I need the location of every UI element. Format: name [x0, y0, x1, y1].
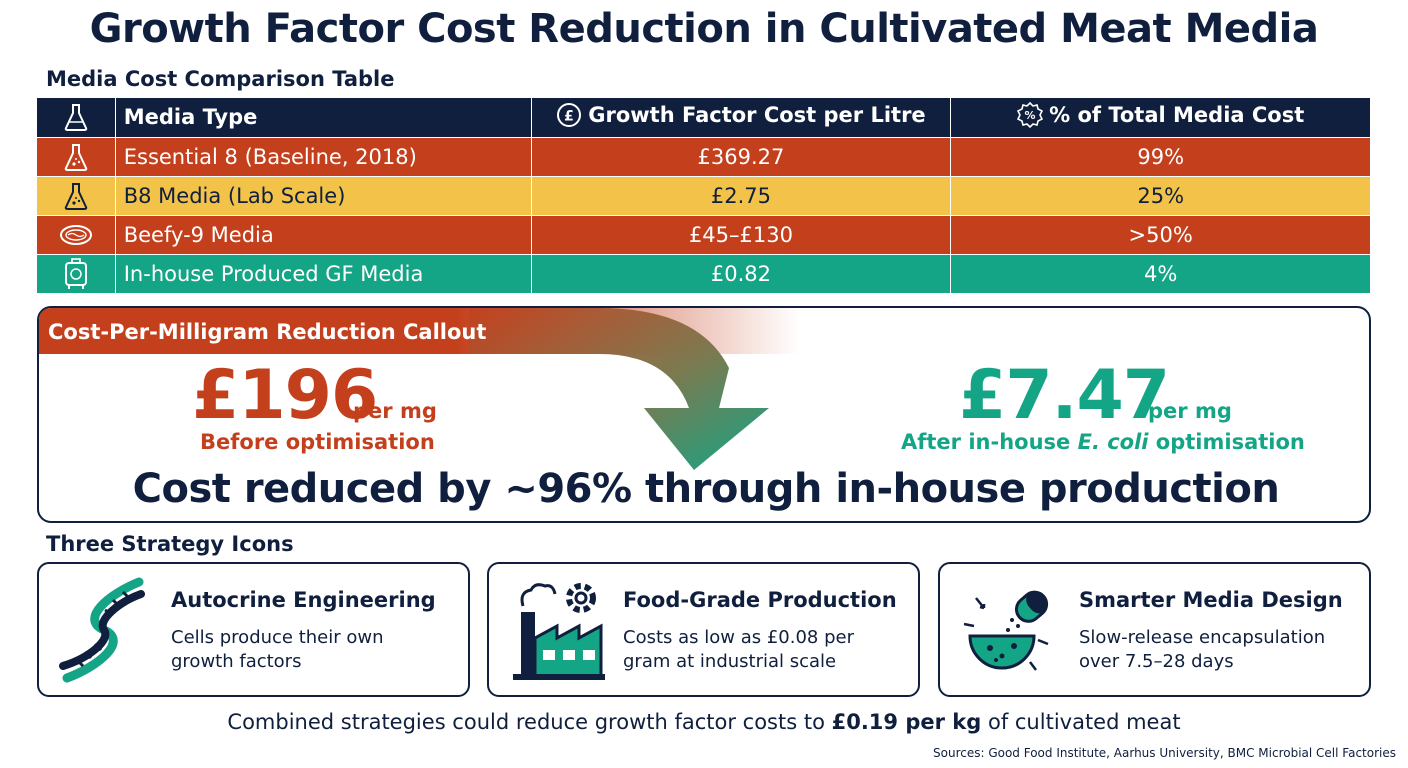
percent-cell: 99%	[950, 137, 1371, 177]
footer-conclusion: Combined strategies could reduce growth …	[227, 710, 1181, 734]
media-type-cell: Beefy-9 Media	[115, 215, 532, 255]
table-heading: Media Cost Comparison Table	[46, 67, 395, 91]
strategy-card-media-design: Smarter Media Design Slow-release encaps…	[938, 562, 1371, 697]
bioreactor-icon	[64, 257, 87, 289]
header-percent: % % of Total Media Cost	[950, 98, 1371, 138]
header-cost-label: Growth Factor Cost per Litre	[588, 102, 926, 127]
reduction-callout: Cost-Per-Milligram Reduction Callout £19…	[37, 306, 1371, 523]
percent-cell: 25%	[950, 176, 1371, 216]
card-description: Costs as low as £0.08 per gram at industr…	[623, 627, 854, 672]
percent-cell: 4%	[950, 254, 1371, 294]
cost-cell: £45–£130	[531, 215, 952, 255]
callout-summary: Cost reduced by ~96% through in-house pr…	[132, 466, 1280, 512]
card-description: Slow-release encapsulation over 7.5–28 da…	[1079, 627, 1326, 672]
after-unit: per mg	[1148, 399, 1232, 423]
table-header-row: Media Type £ Growth Factor Cost per Litr…	[37, 98, 1371, 138]
petri-dish-icon	[59, 224, 92, 245]
flask-icon	[64, 182, 88, 210]
pound-coin-icon: £	[557, 102, 582, 127]
flask-icon	[64, 143, 88, 171]
svg-text:£: £	[564, 108, 574, 124]
before-label: Before optimisation	[200, 430, 435, 454]
table-row: B8 Media (Lab Scale) £2.75 25%	[37, 176, 1371, 216]
media-type-cell: Essential 8 (Baseline, 2018)	[115, 137, 532, 177]
header-media-type: Media Type	[115, 98, 532, 138]
strategies-heading: Three Strategy Icons	[46, 532, 294, 556]
header-percent-label: % of Total Media Cost	[1049, 102, 1305, 127]
table-row: Beefy-9 Media £45–£130 >50%	[37, 215, 1371, 255]
percent-cell: >50%	[950, 215, 1371, 255]
media-type-cell: B8 Media (Lab Scale)	[115, 176, 532, 216]
percent-badge-icon: %	[1017, 101, 1044, 128]
card-title: Autocrine Engineering	[171, 588, 436, 612]
table-row: Essential 8 (Baseline, 2018) £369.27 99%	[37, 137, 1371, 177]
header-icon-cell	[37, 98, 116, 138]
before-unit: per mg	[353, 399, 437, 423]
svg-text:%: %	[1025, 109, 1036, 122]
media-cost-table: Media Type £ Growth Factor Cost per Litr…	[37, 98, 1371, 294]
card-description: Cells produce their own growth factors	[171, 627, 384, 672]
media-type-cell: In-house Produced GF Media	[115, 254, 532, 294]
callout-heading: Cost-Per-Milligram Reduction Callout	[48, 320, 487, 344]
strategy-card-food-grade: Food-Grade Production Costs as low as £0…	[487, 562, 920, 697]
cost-cell: £2.75	[531, 176, 952, 216]
header-cost: £ Growth Factor Cost per Litre	[531, 98, 952, 138]
factory-icon	[513, 583, 605, 680]
card-title: Food-Grade Production	[623, 588, 897, 612]
after-label: After in-house E. coli optimisation	[901, 430, 1305, 454]
before-price: £196	[192, 356, 378, 435]
after-price: £7.47	[959, 356, 1170, 435]
capsule-icon	[963, 590, 1049, 671]
dna-icon	[59, 577, 145, 683]
sources-note: Sources: Good Food Institute, Aarhus Uni…	[933, 746, 1396, 760]
strategy-card-autocrine: Autocrine Engineering Cells produce thei…	[37, 562, 470, 697]
header-media-type-label: Media Type	[123, 105, 258, 130]
down-arrow-icon	[469, 308, 769, 470]
cost-cell: £0.82	[531, 254, 952, 294]
card-title: Smarter Media Design	[1079, 588, 1343, 612]
table-row: In-house Produced GF Media £0.82 4%	[37, 254, 1371, 294]
cost-cell: £369.27	[531, 137, 952, 177]
page-title: Growth Factor Cost Reduction in Cultivat…	[89, 6, 1319, 52]
flask-icon	[64, 104, 88, 132]
